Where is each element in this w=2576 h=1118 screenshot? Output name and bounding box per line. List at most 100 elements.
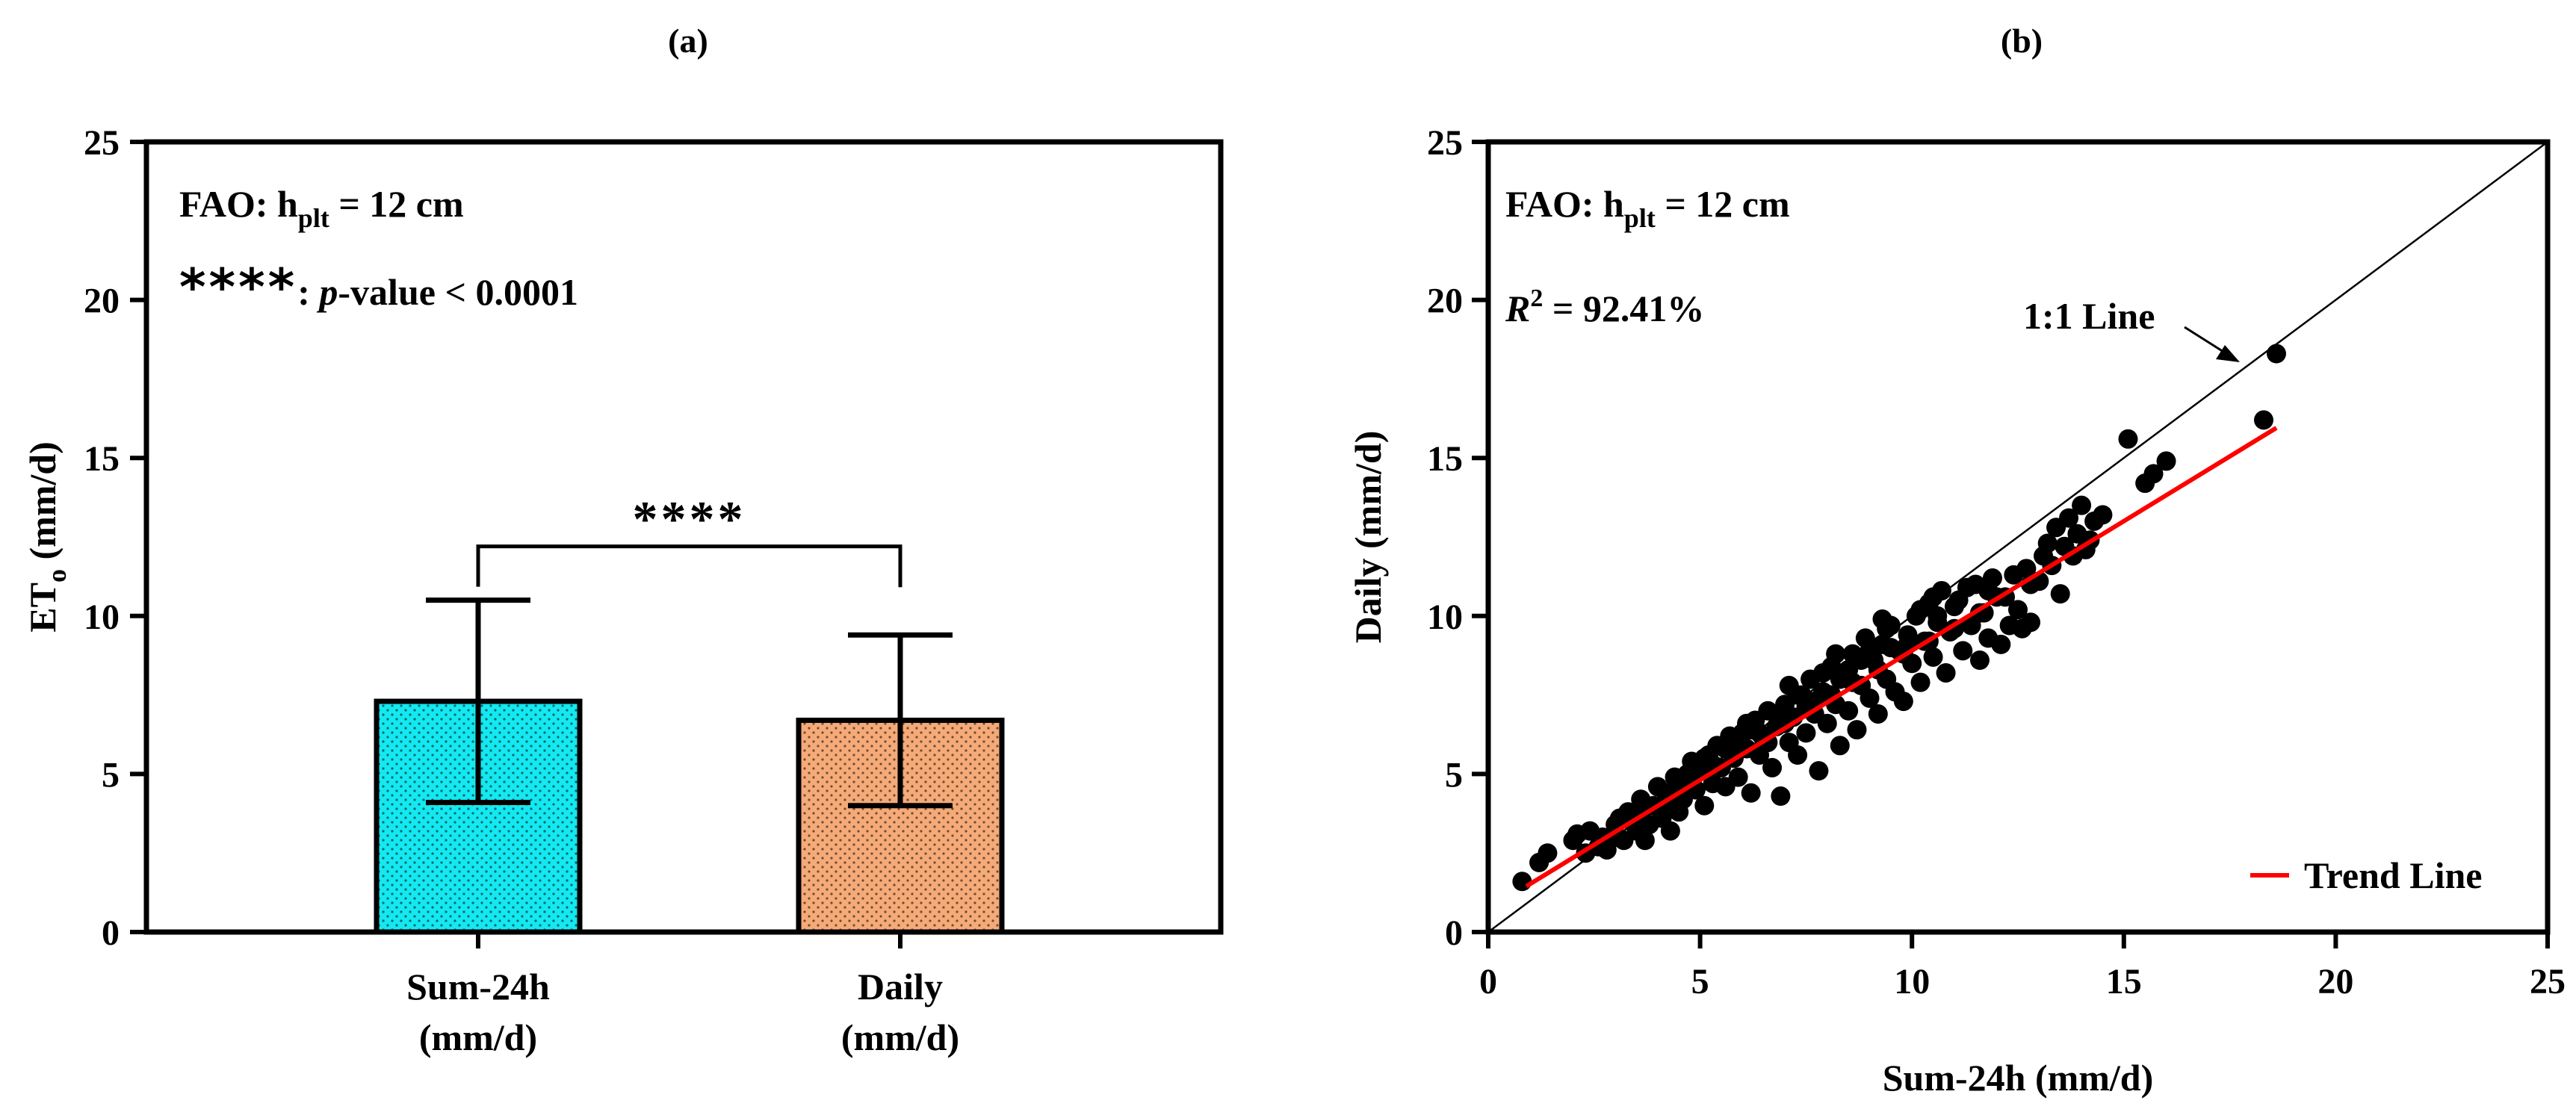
scatter-point bbox=[2143, 464, 2164, 484]
one-to-one-label: 1:1 Line bbox=[2023, 295, 2155, 337]
scatter-point bbox=[1635, 830, 1655, 851]
scatter-point bbox=[2266, 344, 2286, 364]
scatter-point bbox=[1741, 783, 1761, 803]
scatter-point bbox=[1982, 568, 2002, 588]
scatter-point bbox=[2021, 612, 2041, 633]
scatter-point bbox=[1839, 659, 1859, 680]
panel-b-scatter-chart: 0 5 10 15 20 25 0 5 10 15 20 25 FAO: hplt = 12 cm R… bbox=[1347, 123, 2566, 1099]
scatter-point bbox=[1809, 761, 1829, 781]
x-tick-label-unit: (mm/d) bbox=[841, 1016, 959, 1058]
panel-b-y-axis-title: Daily (mm/d) bbox=[1347, 431, 1389, 644]
x-tick-label: 25 bbox=[2530, 962, 2566, 1001]
scatter-point bbox=[2059, 508, 2079, 528]
scatter-point bbox=[1860, 688, 1880, 708]
x-tick-label: Sum-24h bbox=[406, 966, 550, 1007]
scatter-point bbox=[1771, 786, 1791, 807]
legend-trend-label: Trend Line bbox=[2304, 854, 2482, 896]
scatter-point bbox=[1538, 843, 1558, 863]
scatter-point bbox=[1860, 641, 1880, 661]
panel-a-annotation-line1: FAO: hplt = 12 cm bbox=[179, 183, 464, 233]
x-tick-label: 0 bbox=[1479, 962, 1497, 1001]
y-tick-label: 0 bbox=[1445, 913, 1463, 953]
scatter-point bbox=[1694, 795, 1715, 816]
x-tick-label: 5 bbox=[1691, 962, 1709, 1001]
y-tick-label: 25 bbox=[84, 123, 120, 163]
y-tick-label: 20 bbox=[1427, 282, 1463, 321]
trend-line bbox=[1525, 426, 2278, 889]
scatter-point bbox=[2008, 600, 2028, 620]
scatter-point bbox=[1779, 675, 1799, 695]
scatter-point bbox=[1953, 641, 1973, 661]
scatter-point bbox=[1936, 662, 1956, 683]
y-tick-label: 15 bbox=[1427, 439, 1463, 479]
significance-bracket bbox=[476, 544, 902, 588]
svg-text:ETo (mm/d): ETo (mm/d) bbox=[22, 441, 72, 633]
scatter-point bbox=[1728, 767, 1748, 787]
legend: Trend Line bbox=[2250, 854, 2482, 896]
panel-a-frame bbox=[143, 139, 1224, 935]
scatter-point bbox=[1910, 600, 1931, 620]
scatter-point bbox=[1872, 609, 1892, 630]
x-tick-label: Daily bbox=[858, 966, 943, 1007]
panel-a-y-axis-title: ETo (mm/d) bbox=[22, 441, 72, 633]
y-tick-label: 0 bbox=[102, 913, 120, 953]
scatter-point bbox=[2156, 451, 2176, 471]
scatter-point bbox=[2253, 410, 2273, 430]
scatter-point bbox=[1880, 638, 1901, 658]
scatter-point bbox=[1928, 606, 1948, 626]
scatter-point bbox=[1847, 720, 1867, 740]
scatter-point bbox=[1715, 739, 1736, 759]
scatter-point bbox=[1788, 745, 1808, 765]
scatter-point bbox=[1736, 713, 1756, 733]
scatter-point bbox=[1839, 701, 1859, 721]
x-tick-label: 15 bbox=[2106, 962, 2142, 1001]
scatter-point bbox=[1512, 872, 1532, 892]
scatter-point bbox=[1694, 748, 1715, 768]
scatter-point bbox=[1817, 713, 1837, 733]
x-tick-label: 20 bbox=[2318, 962, 2353, 1001]
scatter-point bbox=[1796, 723, 1816, 743]
scatter-point bbox=[2072, 495, 2092, 515]
scatter-point bbox=[1826, 644, 1846, 664]
scatter-point bbox=[2034, 546, 2054, 566]
scatter-point bbox=[2118, 429, 2138, 449]
scatter-point bbox=[1969, 650, 1990, 671]
scatter-point bbox=[1923, 587, 1943, 607]
scatter-point bbox=[1762, 757, 1783, 777]
significance-stars: **** bbox=[633, 491, 746, 547]
y-tick-label: 15 bbox=[84, 439, 120, 479]
y-tick-label: 10 bbox=[84, 597, 120, 637]
scatter-point bbox=[1991, 634, 2011, 654]
scatter-point bbox=[1893, 692, 1913, 712]
y-tick-label: 10 bbox=[1427, 597, 1463, 637]
panel-b-annotation-line1: FAO: hplt = 12 cm bbox=[1505, 183, 1790, 233]
one-to-one-arrowhead bbox=[2216, 345, 2240, 362]
scatter-point bbox=[1766, 704, 1786, 724]
y-tick-label: 5 bbox=[102, 755, 120, 795]
scatter-point bbox=[2075, 539, 2096, 559]
panel-a-label: (a) bbox=[668, 22, 708, 60]
scatter-point bbox=[2016, 559, 2037, 579]
panel-b-x-axis-title: Sum-24h (mm/d) bbox=[1883, 1057, 2154, 1099]
scatter-point bbox=[1868, 704, 1888, 724]
panel-b-label: (b) bbox=[2001, 22, 2043, 60]
scatter-point bbox=[1923, 647, 1943, 667]
x-tick-label-unit: (mm/d) bbox=[419, 1016, 537, 1058]
y-tick-label: 5 bbox=[1445, 755, 1463, 795]
scatter-point bbox=[1813, 662, 1833, 683]
panel-a-bar-chart: 0 5 10 15 20 25 Sum-24h (mm/d) Daily (mm/d) FAO:… bbox=[22, 123, 1224, 1058]
scatter-point bbox=[1660, 821, 1680, 841]
y-tick-label: 25 bbox=[1427, 123, 1463, 163]
scatter-point bbox=[2093, 505, 2113, 525]
panel-b-r2-annotation: R2 = 92.41% bbox=[1505, 285, 1704, 329]
y-tick-label: 20 bbox=[84, 282, 120, 321]
svg-text:Daily (mm/d): Daily (mm/d) bbox=[1347, 431, 1389, 644]
panel-a-annotation-line2: ****: p-value < 0.0001 bbox=[179, 258, 578, 317]
scatter-point bbox=[1830, 736, 1850, 756]
x-tick-label: 10 bbox=[1894, 962, 1930, 1001]
panel-b-frame bbox=[1485, 139, 2551, 935]
scatter-point bbox=[2050, 584, 2070, 604]
scatter-point bbox=[1910, 672, 1931, 692]
scatter-point bbox=[1948, 590, 1969, 610]
